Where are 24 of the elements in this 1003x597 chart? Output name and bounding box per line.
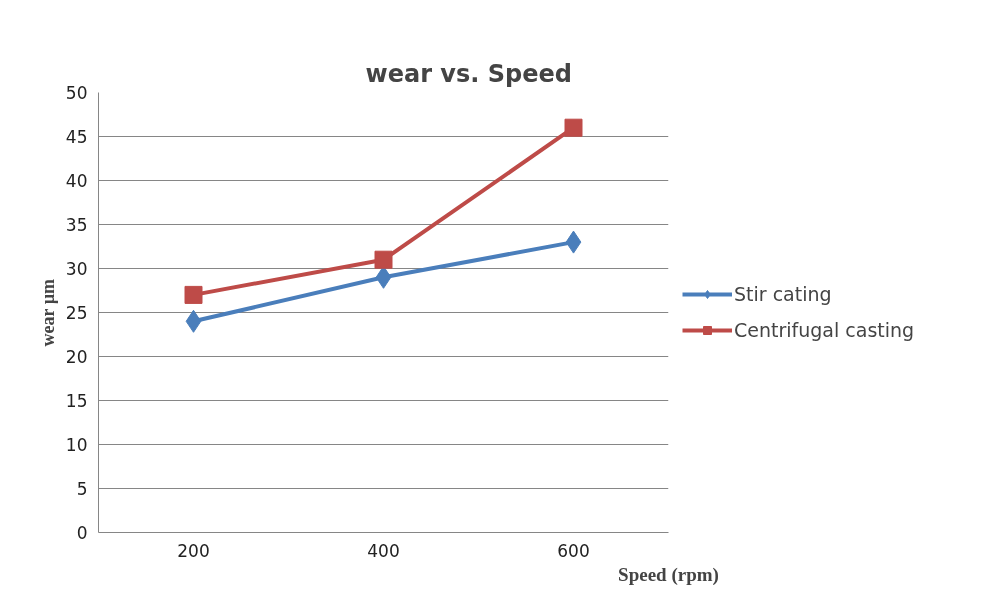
legend-label: Centrifugal casting bbox=[734, 319, 915, 341]
y-tick-label: 15 bbox=[65, 391, 88, 411]
x-tick-label: 600 bbox=[557, 540, 590, 561]
chart-title: wear vs. Speed bbox=[365, 59, 572, 88]
y-tick-label: 0 bbox=[76, 523, 88, 543]
y-tick-label: 40 bbox=[65, 171, 88, 191]
y-tick-label: 50 bbox=[65, 83, 88, 103]
point bbox=[374, 250, 393, 269]
y-tick-label: 30 bbox=[65, 259, 88, 279]
x-tick-label: 400 bbox=[367, 540, 400, 561]
y-tick-label: 25 bbox=[65, 303, 88, 323]
y-tick-label: 35 bbox=[65, 215, 88, 235]
x-tick-label: 200 bbox=[177, 540, 210, 561]
y-tick-label: 5 bbox=[76, 479, 88, 499]
y-tick-label: 20 bbox=[65, 347, 88, 367]
y-axis-title: wear µm bbox=[37, 278, 58, 347]
x-axis-title: Speed (rpm) bbox=[618, 563, 719, 586]
point bbox=[184, 285, 203, 304]
y-tick-label: 45 bbox=[65, 127, 88, 147]
point bbox=[565, 230, 582, 254]
y-tick-label: 10 bbox=[65, 435, 88, 455]
legend-label: Stir cating bbox=[734, 283, 832, 305]
point bbox=[564, 118, 583, 137]
point bbox=[185, 309, 202, 333]
